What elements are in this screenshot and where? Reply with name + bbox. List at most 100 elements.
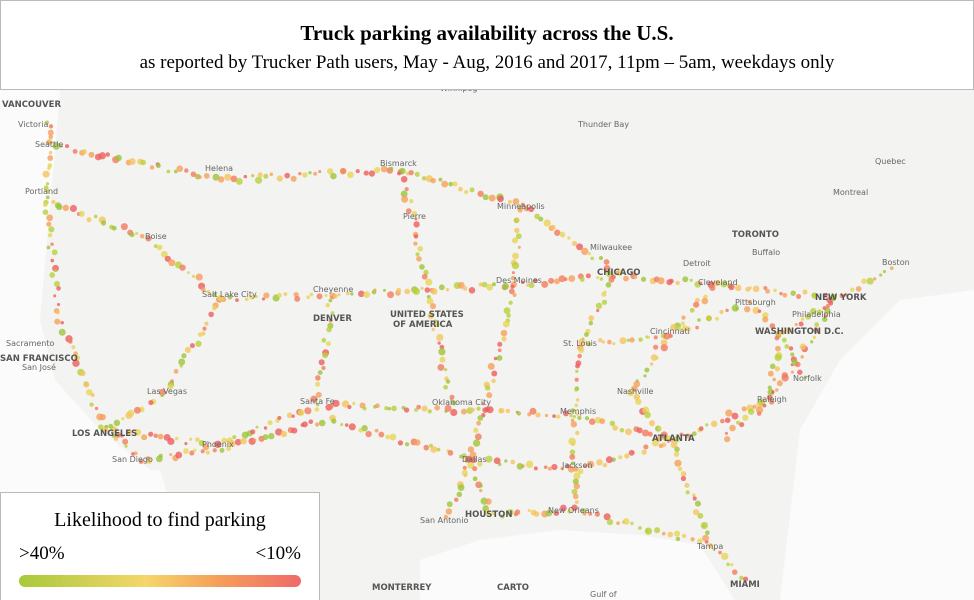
parking-dot (404, 442, 410, 447)
parking-dot (496, 355, 503, 361)
parking-dot (775, 331, 780, 336)
parking-dot (575, 363, 580, 369)
parking-dot (579, 277, 585, 282)
parking-dot (411, 211, 418, 217)
parking-dot (560, 504, 567, 512)
parking-dot (69, 204, 77, 213)
parking-dot (310, 395, 318, 403)
parking-dot (105, 152, 111, 157)
parking-dot (424, 287, 431, 293)
parking-dot (447, 450, 454, 456)
parking-dot (596, 308, 600, 313)
parking-dot (640, 276, 647, 282)
parking-dot (571, 240, 578, 247)
parking-dot (302, 172, 308, 178)
parking-dot (644, 367, 650, 373)
parking-dot (277, 292, 282, 298)
parking-dot (479, 483, 483, 488)
parking-dot (456, 491, 463, 498)
parking-dot (298, 172, 302, 176)
parking-dot (670, 441, 678, 449)
parking-dot (464, 189, 469, 195)
parking-dot (554, 229, 561, 236)
parking-dot (362, 406, 367, 411)
parking-dot (612, 425, 619, 431)
place-label: San José (22, 362, 56, 372)
parking-dot (724, 417, 731, 424)
parking-dot (570, 408, 576, 413)
parking-dot (544, 413, 549, 418)
place-label: Salt Lake City (202, 290, 257, 299)
parking-dot (387, 291, 394, 299)
parking-dot (104, 427, 109, 432)
parking-dot (408, 169, 414, 176)
parking-dot (158, 388, 166, 396)
parking-dot (340, 423, 344, 427)
parking-dot (692, 493, 696, 497)
parking-dot (643, 374, 647, 378)
parking-dot (585, 273, 591, 279)
place-label: SAN FRANCISCO (0, 354, 78, 364)
parking-dot (460, 408, 467, 415)
parking-dot (695, 297, 700, 303)
parking-dot (701, 297, 709, 305)
parking-dot (702, 534, 709, 542)
parking-dot (47, 129, 54, 136)
parking-dot (322, 352, 329, 359)
parking-dot (534, 213, 540, 220)
title: Truck parking availability across the U.… (300, 21, 674, 45)
place-label: Memphis (560, 407, 596, 416)
parking-dot (56, 203, 63, 211)
parking-dot (517, 245, 521, 249)
parking-dot (588, 315, 595, 321)
parking-dot (269, 172, 274, 176)
parking-dot (374, 166, 381, 174)
parking-dot (121, 417, 125, 421)
parking-dot (744, 306, 751, 313)
parking-dot (491, 370, 498, 377)
parking-dot (799, 343, 807, 350)
parking-dot (681, 533, 687, 539)
parking-dot (599, 418, 606, 425)
parking-dot (601, 340, 605, 344)
parking-dot (99, 413, 106, 421)
parking-dot (470, 407, 475, 412)
parking-dot (365, 430, 372, 438)
parking-dot (373, 288, 377, 292)
parking-dot (596, 459, 603, 466)
parking-dot (627, 389, 635, 397)
parking-dot (293, 291, 299, 298)
parking-dot (436, 447, 441, 452)
parking-dot (46, 245, 51, 250)
parking-dot (461, 453, 467, 459)
parking-dot (437, 341, 441, 345)
parking-dot (469, 187, 475, 193)
parking-dot (457, 281, 465, 289)
parking-dot (692, 496, 697, 501)
place-label: Nashville (617, 387, 654, 396)
place-label: Montreal (833, 188, 868, 197)
parking-dot (166, 169, 171, 174)
parking-dot (739, 575, 744, 581)
parking-dot (784, 344, 790, 349)
parking-dot (427, 312, 435, 319)
parking-dot (330, 311, 335, 315)
parking-dot (769, 363, 776, 370)
parking-dot (47, 232, 53, 238)
parking-dot (726, 562, 730, 567)
parking-dot (576, 243, 584, 251)
parking-dot (173, 169, 178, 174)
parking-dot (724, 436, 731, 443)
place-label: Philadelphia (792, 310, 841, 319)
parking-dot (497, 341, 503, 347)
parking-dot (805, 313, 812, 320)
parking-dot (329, 292, 334, 297)
place-label: Victoria (18, 120, 48, 129)
parking-dot (400, 175, 408, 183)
parking-dot (641, 429, 650, 437)
parking-dot (623, 275, 629, 282)
parking-dot (190, 171, 197, 178)
parking-dot (316, 402, 320, 407)
parking-dot (452, 181, 458, 187)
parking-dot (603, 513, 611, 521)
